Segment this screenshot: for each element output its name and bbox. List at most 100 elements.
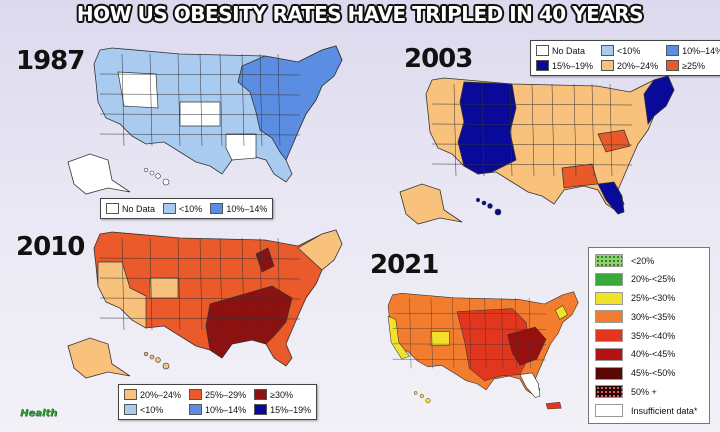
legend-item: 25%-<30%	[595, 291, 703, 305]
legend-swatch	[595, 291, 623, 305]
state-border-line	[392, 343, 547, 345]
legend-swatch	[254, 404, 268, 415]
legend-label: 45%-<50%	[631, 368, 676, 378]
state-border-line	[99, 93, 301, 96]
state-border-line	[121, 237, 125, 331]
year-label-2003: 2003	[404, 44, 473, 74]
alaska-shape	[399, 183, 463, 225]
legend-swatch	[189, 404, 203, 415]
state-border-line	[259, 53, 263, 147]
legend-item: 25%–29%	[189, 389, 246, 400]
legend-item: ≥25%	[666, 60, 720, 71]
state-border-line	[99, 277, 301, 280]
state-border-line	[469, 297, 472, 369]
alaska-shape	[67, 337, 131, 379]
legend-item: 35%-<40%	[595, 329, 703, 342]
legend-swatch	[254, 389, 268, 400]
state-border-line	[121, 53, 125, 147]
mountain-region-shape	[457, 81, 517, 175]
legend-swatch	[595, 404, 623, 417]
legend-item: <20%	[595, 254, 703, 267]
legend-label: 50% +	[631, 386, 657, 397]
state-border-line	[591, 83, 595, 177]
high-rate-states-east	[597, 129, 631, 153]
legend-swatch	[163, 203, 177, 214]
legend-label: 20%-<25%	[631, 274, 676, 285]
legend-label: 30%-<35%	[631, 311, 676, 322]
state-border-line	[392, 328, 547, 330]
legend-item: ≥30%	[254, 389, 311, 400]
us-map-1987	[67, 45, 343, 195]
state-border-line	[277, 53, 281, 147]
state-border-line	[99, 297, 301, 300]
us-map-2003	[399, 75, 675, 225]
legend-label: <10%	[617, 45, 641, 56]
state-border-line	[219, 53, 223, 147]
state-border-line	[392, 313, 547, 315]
state-border-line	[431, 143, 633, 146]
legend-swatch	[106, 203, 119, 214]
state-border-line	[149, 53, 153, 147]
dark-region-south	[205, 285, 293, 359]
florida-shape	[597, 181, 625, 215]
legend-swatch	[595, 385, 623, 399]
legend-label: 10%–14%	[205, 404, 247, 415]
legend-item: 15%–19%	[536, 60, 593, 71]
us-map-2021	[387, 291, 579, 410]
florida-shape	[519, 372, 541, 398]
legend-item: 20%-<25%	[595, 272, 703, 286]
no-data-central	[179, 101, 221, 127]
state-border-line	[99, 317, 301, 320]
state-border-line	[177, 237, 181, 331]
light-region-colorado	[149, 277, 179, 299]
legend-item: 15%–19%	[254, 404, 311, 415]
legend-item: 10%–14%	[210, 203, 267, 214]
legend-swatch	[536, 45, 549, 56]
alaska-shape	[67, 153, 131, 195]
light-region-west	[97, 261, 147, 329]
us-map-2010	[67, 229, 343, 379]
legend-item: 20%–24%	[124, 389, 181, 400]
legend-item: 10%–14%	[189, 404, 246, 415]
contiguous-us-1987	[93, 45, 343, 183]
page-title: HOW US OBESITY RATES HAVE TRIPLED IN 40 …	[76, 2, 644, 26]
legend-swatch	[124, 389, 137, 400]
new-england-shape	[643, 75, 675, 126]
state-border-line	[609, 83, 613, 177]
legend-swatch	[595, 272, 623, 286]
legend-label: 20%–24%	[617, 60, 659, 71]
state-border-line	[149, 237, 153, 331]
contiguous-us-2010	[93, 229, 343, 367]
legend-label: 15%–19%	[552, 60, 594, 71]
state-border-line	[431, 103, 633, 106]
legend-2003: No Data <10% 10%–14% 15%–19% 20%–24% ≥25…	[530, 40, 720, 76]
legend-swatch	[595, 254, 623, 267]
health-logo: Health	[20, 408, 58, 419]
legend-swatch	[189, 389, 203, 400]
state-border-line	[509, 83, 513, 177]
state-border-line	[99, 133, 301, 136]
state-border-line	[551, 83, 555, 177]
state-border-line	[431, 163, 633, 166]
state-border-line	[481, 83, 485, 177]
legend-item: <10%	[163, 203, 202, 214]
legend-label: 40%-<45%	[631, 349, 676, 360]
legend-item: Insufficient data*	[595, 404, 703, 417]
state-border-line	[99, 73, 301, 76]
legend-item: 30%-<35%	[595, 310, 703, 324]
legend-label: <10%	[140, 404, 164, 415]
legend-swatch	[124, 404, 137, 415]
state-border-line	[515, 297, 518, 369]
legend-swatch	[536, 60, 549, 71]
legend-label: No Data	[122, 203, 156, 214]
dark-region-southeast	[507, 326, 547, 366]
high-rate-states-south	[561, 163, 599, 189]
state-border-line	[219, 237, 223, 331]
legend-swatch	[210, 203, 224, 214]
legend-label: 20%–24%	[140, 389, 182, 400]
year-label-2010: 2010	[16, 232, 85, 262]
legend-item: 45%-<50%	[595, 366, 703, 380]
legend-label: No Data	[552, 45, 586, 56]
hawaii-shapes	[143, 167, 170, 186]
state-border-line	[277, 237, 281, 331]
